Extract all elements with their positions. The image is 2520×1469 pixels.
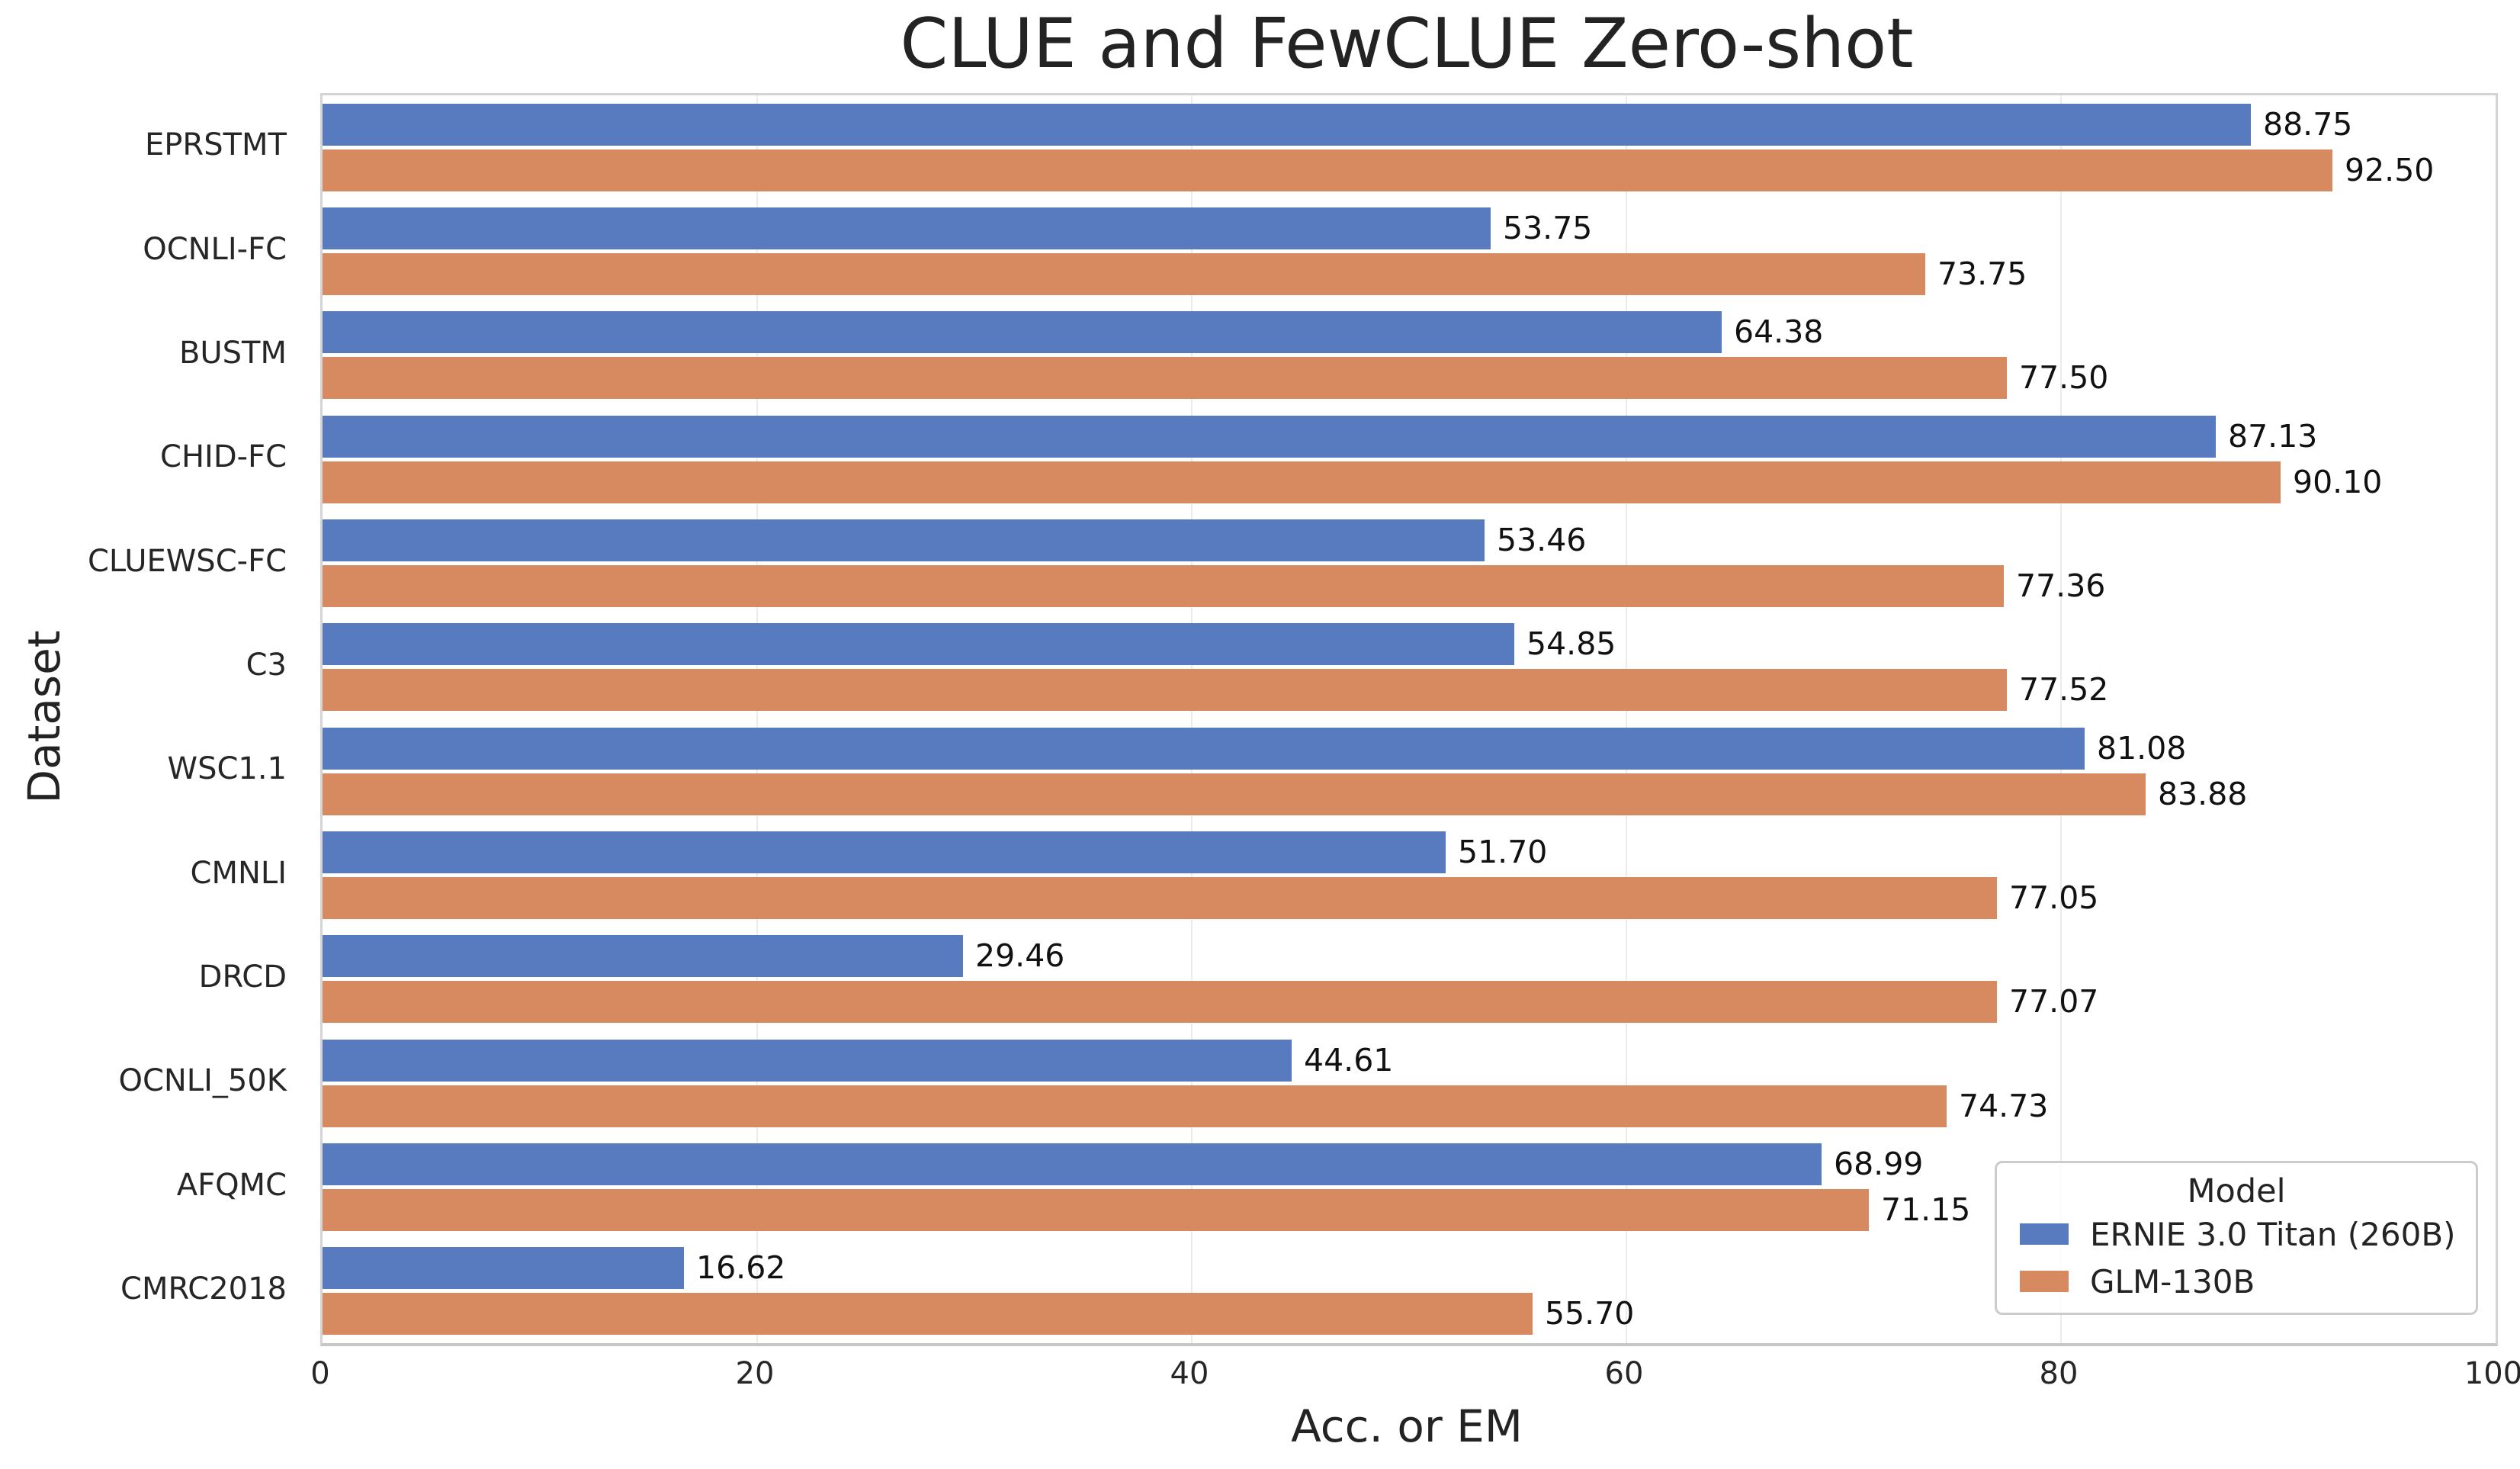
bar	[323, 416, 2216, 458]
y-tick-label: WSC1.1	[167, 751, 287, 786]
legend-label-glm: GLM-130B	[2090, 1262, 2255, 1300]
y-tick-label: CHID-FC	[160, 439, 287, 474]
bar-value-label: 44.61	[1304, 1042, 1394, 1078]
x-tick-label: 20	[735, 1356, 775, 1391]
legend-entry: ERNIE 3.0 Titan (260B)	[2020, 1210, 2476, 1258]
y-tick-label: OCNLI_50K	[118, 1063, 287, 1098]
bar-value-label: 54.85	[1526, 625, 1616, 662]
x-tick-labels: 0 20 40 60 80 100	[0, 1356, 2520, 1402]
legend-title: Model	[2187, 1172, 2286, 1210]
bar	[323, 1293, 1533, 1335]
bar-value-label: 53.75	[1503, 210, 1593, 246]
bar	[323, 981, 1997, 1023]
bar-value-label: 64.38	[1734, 313, 1824, 350]
bar-value-label: 16.62	[696, 1249, 786, 1286]
x-axis-label: Acc. or EM	[1291, 1400, 1523, 1452]
bar-value-label: 74.73	[1959, 1088, 2049, 1124]
bar	[323, 831, 1446, 873]
gridline	[1191, 95, 1193, 1343]
bar-value-label: 29.46	[975, 937, 1065, 974]
bar-value-label: 51.70	[1458, 834, 1548, 870]
bar	[323, 1040, 1292, 1082]
bar	[323, 149, 2332, 191]
y-tick-labels: EPRSTMT OCNLI-FC BUSTM CHID-FC CLUEWSC-FC C3 W…	[0, 93, 303, 1341]
bar-value-label: 77.50	[2019, 359, 2109, 396]
bar	[323, 207, 1491, 249]
gridline	[1626, 95, 1627, 1343]
x-tick-label: 0	[310, 1356, 330, 1391]
y-tick-label: C3	[246, 648, 287, 683]
bar	[323, 1085, 1947, 1127]
bar	[323, 773, 2146, 815]
bar	[323, 1247, 684, 1289]
y-tick-label: CMNLI	[190, 856, 287, 891]
bar-value-label: 68.99	[1834, 1146, 1924, 1182]
y-tick-label: CMRC2018	[120, 1271, 287, 1307]
bar	[323, 253, 1925, 295]
bar	[323, 565, 2004, 607]
x-tick-label: 60	[1604, 1356, 1644, 1391]
bar-value-label: 92.50	[2345, 152, 2435, 188]
bar-value-label: 71.15	[1881, 1191, 1971, 1228]
y-tick-label: AFQMC	[176, 1168, 287, 1203]
gridline	[2060, 95, 2062, 1343]
gridline	[756, 95, 758, 1343]
bar	[323, 104, 2251, 146]
bar-value-label: 55.70	[1545, 1295, 1635, 1332]
y-tick-label: BUSTM	[178, 336, 287, 371]
bar	[323, 357, 2007, 399]
bar	[323, 1189, 1869, 1231]
y-tick-label: CLUEWSC-FC	[87, 544, 287, 579]
bar	[323, 519, 1485, 561]
bar-value-label: 88.75	[2263, 106, 2353, 143]
legend-entry: GLM-130B	[2020, 1258, 2476, 1305]
y-tick-label: EPRSTMT	[145, 127, 287, 162]
x-tick-label: 80	[2039, 1356, 2079, 1391]
bar	[323, 623, 1514, 665]
bar-value-label: 53.46	[1497, 522, 1587, 558]
y-tick-label: DRCD	[198, 960, 287, 995]
legend: Model ERNIE 3.0 Titan (260B) GLM-130B	[1995, 1161, 2478, 1315]
legend-label-ernie: ERNIE 3.0 Titan (260B)	[2090, 1215, 2456, 1253]
bar	[323, 1143, 1822, 1185]
bar-value-label: 83.88	[2158, 776, 2248, 812]
y-tick-label: OCNLI-FC	[143, 232, 287, 267]
legend-swatch-ernie	[2020, 1223, 2069, 1245]
legend-swatch-glm	[2020, 1271, 2069, 1292]
x-tick-label: 100	[2464, 1356, 2520, 1391]
bar-value-label: 73.75	[1937, 256, 2027, 292]
bar	[323, 669, 2007, 711]
x-tick-label: 40	[1170, 1356, 1209, 1391]
bar	[323, 877, 1997, 919]
bar-value-label: 77.05	[2009, 879, 2099, 916]
bar-value-label: 77.07	[2009, 983, 2099, 1020]
bar	[323, 461, 2281, 503]
bar	[323, 935, 963, 977]
plot-area: 88.75 92.50 53.75 73.75 64.38 77.50 87.13 90.10…	[320, 93, 2498, 1346]
chart-title: CLUE and FewCLUE Zero-shot	[900, 4, 1914, 84]
bar-value-label: 81.08	[2097, 730, 2187, 767]
bar-value-label: 87.13	[2228, 418, 2318, 455]
bar-value-label: 77.36	[2016, 567, 2106, 604]
bar-value-label: 90.10	[2293, 464, 2383, 500]
bar	[323, 728, 2085, 770]
bar-value-label: 77.52	[2019, 671, 2109, 708]
bar	[323, 311, 1722, 353]
